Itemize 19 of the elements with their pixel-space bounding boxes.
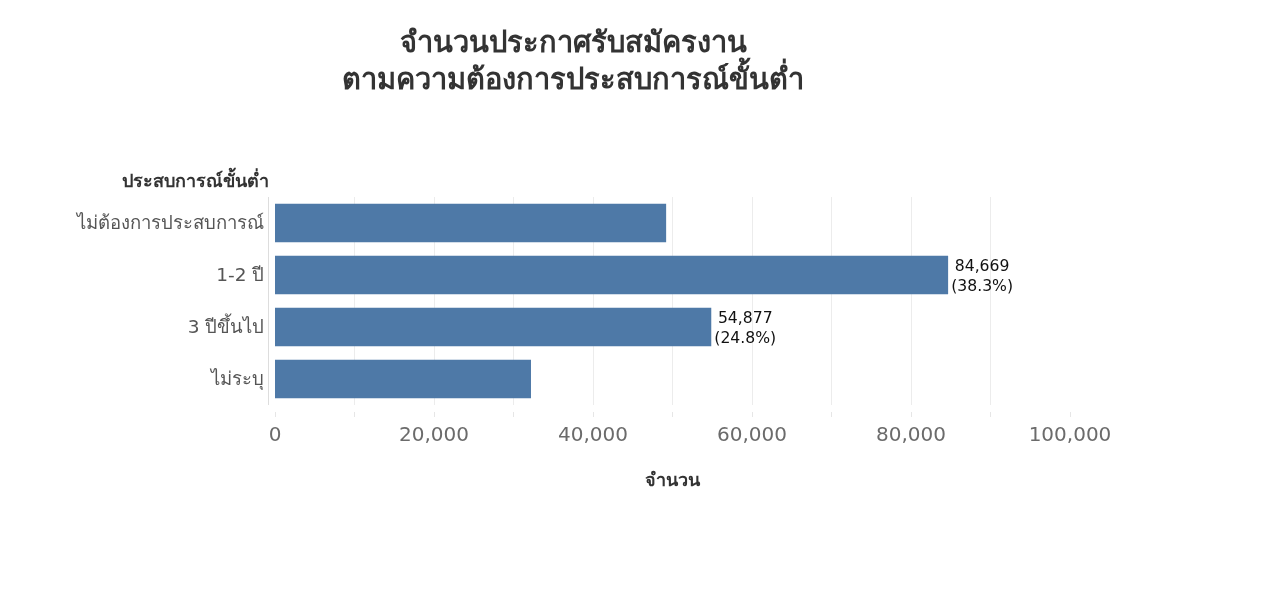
x-tick-label: 40,000 (558, 422, 628, 446)
x-axis-title: จำนวน (645, 469, 701, 490)
x-tick-label: 0 (268, 422, 282, 446)
bar (275, 255, 949, 295)
y-tick-label: ไม่ระบุ (209, 368, 265, 392)
y-axis-title: ประสบการณ์ขั้นต่ำ (122, 167, 269, 191)
bar (275, 203, 667, 243)
bar (275, 307, 712, 347)
chart-title: จำนวนประกาศรับสมัครงาน ตามความต้องการประสบการณ์ขั้นต่ำ (342, 24, 805, 97)
x-tick-label: 20,000 (399, 422, 469, 446)
data-label: 84,669 (38.3%) (951, 255, 1014, 295)
data-label: 54,877 (24.8%) (714, 307, 777, 347)
x-tick-label: 80,000 (876, 422, 946, 446)
y-tick-label: ไม่ต้องการประสบการณ์ (75, 212, 265, 234)
x-tick-label: 100,000 (1028, 422, 1112, 446)
y-tick-label: 1-2 ปี (216, 264, 265, 286)
y-tick-label: 3 ปีขึ้นไป (187, 313, 265, 338)
bar (275, 359, 531, 399)
x-tick-label: 60,000 (717, 422, 787, 446)
